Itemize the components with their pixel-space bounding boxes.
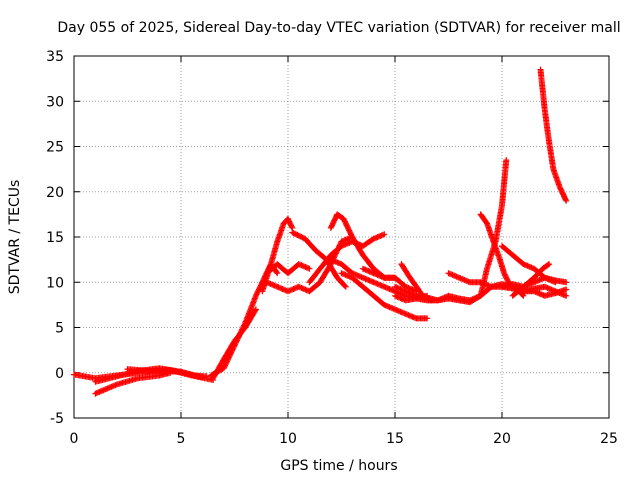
data-point [306,265,313,272]
data-point [273,269,280,276]
x-tick-label: 15 [386,431,404,447]
y-tick-label: 10 [46,275,64,291]
y-tick-labels: -5 0 5 10 15 20 25 30 35 [46,49,64,427]
x-tick-label: 20 [493,431,511,447]
y-tick-label: 5 [55,321,64,337]
series-pass-18 [398,261,435,304]
data-point [252,307,259,314]
data-point [424,315,431,322]
series-pass-4 [124,366,217,383]
data-point [252,306,259,313]
y-tick-label: -5 [50,411,64,427]
data-point [563,292,570,299]
x-tick-label: 10 [279,431,297,447]
series-pass-2 [92,369,174,397]
data-point [563,279,570,286]
data-point [381,231,388,238]
y-tick-label: 0 [55,366,64,382]
series-pass-6 [210,306,259,382]
y-tick-label: 20 [46,185,64,201]
data-point [563,197,570,204]
series-pass-20 [477,157,510,299]
data-point [503,157,510,164]
x-axis-label: GPS time / hours [280,458,397,474]
y-tick-label: 30 [46,94,64,110]
series-pass-8 [263,261,313,277]
y-tick-label: 25 [46,140,64,156]
series-pass-14 [338,270,431,322]
grid-lines [74,56,609,418]
series-pass-24 [509,261,553,299]
y-tick-label: 35 [46,49,64,65]
chart-title: Day 055 of 2025, Sidereal Day-to-day VTE… [57,20,620,36]
data-point [563,286,570,293]
series-pass-26 [520,286,570,299]
axis-ticks [73,55,610,419]
data-point [341,282,348,289]
data-point [545,261,551,268]
data-point [274,270,281,277]
data-point [562,196,569,203]
series-pass-17 [392,292,484,304]
data-point [546,261,553,268]
series-pass-25 [537,66,570,204]
x-tick-label: 0 [70,431,79,447]
y-tick-label: 15 [46,230,64,246]
data-point [519,291,526,298]
series-pass-5 [208,261,281,379]
x-tick-labels: 0 5 10 15 20 25 [70,431,618,447]
x-tick-label: 5 [177,431,186,447]
data-point [427,296,434,303]
y-axis-label: SDTVAR / TECUs [7,180,23,295]
x-tick-label: 25 [600,431,618,447]
data-point [342,283,349,290]
data-point [428,297,435,304]
data-points [71,66,570,397]
